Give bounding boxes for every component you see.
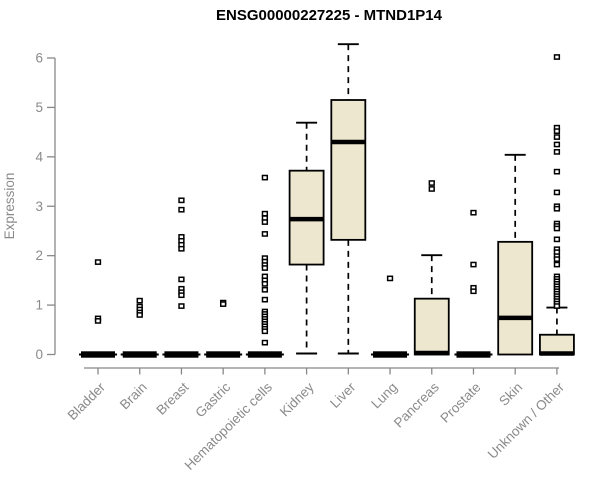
outlier-point <box>261 296 269 303</box>
outlier-point <box>470 209 477 216</box>
outlier-point <box>261 231 269 237</box>
outlier-point <box>553 149 561 155</box>
outlier-point <box>261 339 269 346</box>
outlier-point <box>553 256 561 262</box>
outlier-point <box>553 225 561 232</box>
y-tick-label: 0 <box>35 347 43 362</box>
y-tick-label: 3 <box>35 199 43 214</box>
outlier-point <box>261 174 269 181</box>
outlier-point <box>178 292 185 299</box>
outlier-point <box>553 134 561 140</box>
outlier-point <box>428 180 435 186</box>
zero-box <box>122 351 157 358</box>
outlier-point <box>261 210 269 217</box>
y-tick-label: 1 <box>35 298 43 313</box>
outlier-point <box>553 54 561 60</box>
category-label: Lung <box>368 380 400 412</box>
box <box>497 240 534 356</box>
y-tick-label: 5 <box>35 100 43 115</box>
outlier-point <box>553 261 561 268</box>
zero-box <box>81 351 115 358</box>
category-label: Breast <box>153 379 191 417</box>
outlier-point <box>178 303 185 309</box>
y-tick-label: 6 <box>35 51 43 66</box>
outlier-point <box>553 168 561 175</box>
outlier-point <box>220 301 227 307</box>
outlier-point <box>553 205 561 212</box>
outlier-point <box>553 303 561 309</box>
outlier-point <box>261 265 269 271</box>
outlier-point <box>178 206 185 213</box>
category-label: Liver <box>327 379 359 411</box>
category-label: Brain <box>117 380 150 413</box>
category-label: Unknown / Other <box>485 379 568 462</box>
outlier-point <box>261 328 269 335</box>
outlier-point <box>261 280 269 287</box>
outlier-point <box>94 318 102 324</box>
y-tick-label: 2 <box>35 248 43 263</box>
outlier-point <box>94 259 102 265</box>
outlier-point <box>386 275 394 282</box>
category-label: Prostate <box>437 380 483 426</box>
zero-box <box>164 351 199 358</box>
outlier-point <box>261 219 269 225</box>
category-label: Pancreas <box>391 379 442 430</box>
outlier-point <box>470 261 477 268</box>
category-label: Bladder <box>65 379 109 423</box>
outlier-point <box>553 236 561 243</box>
category-label: Kidney <box>277 379 317 419</box>
zero-box <box>206 351 241 358</box>
box <box>330 99 367 241</box>
category-label: Skin <box>496 380 525 409</box>
zero-box <box>456 351 491 358</box>
outlier-point <box>178 276 185 283</box>
outlier-point <box>553 189 561 196</box>
outlier-point <box>470 288 477 295</box>
chart-title: ENSG00000227225 - MTND1P14 <box>216 7 442 24</box>
outlier-point <box>428 186 435 192</box>
box <box>413 297 450 356</box>
outlier-point <box>178 197 185 204</box>
zero-box <box>373 351 408 358</box>
outlier-point <box>553 141 561 148</box>
outlier-point <box>136 312 143 318</box>
outlier-point <box>136 297 143 304</box>
y-axis-title: Expression <box>2 173 17 240</box>
zero-box <box>247 351 282 358</box>
outlier-point <box>178 245 185 252</box>
outlier-point <box>553 128 561 134</box>
y-tick-label: 4 <box>35 149 43 164</box>
category-label: Gastric <box>192 379 233 420</box>
outlier-point <box>261 286 269 293</box>
